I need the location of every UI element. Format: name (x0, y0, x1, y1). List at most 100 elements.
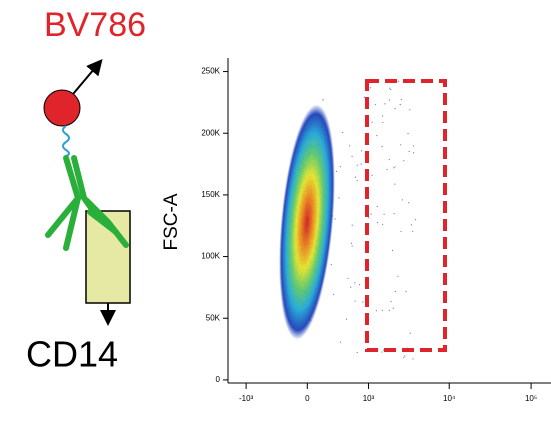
event-dot (330, 263, 332, 266)
event-dot (390, 300, 392, 303)
event-dot (413, 152, 415, 154)
event-dot (322, 99, 324, 101)
y-tick-label: 250K (201, 67, 220, 76)
event-dot (384, 103, 386, 105)
event-dot (354, 300, 356, 302)
event-dot (369, 87, 372, 89)
event-dot (356, 164, 358, 166)
antibody-schematic (43, 58, 131, 326)
event-dot (388, 99, 391, 101)
y-axis-label: FSC-A (161, 193, 182, 250)
event-dot (341, 131, 344, 134)
event-dot (381, 309, 384, 311)
event-dot (333, 293, 335, 295)
event-dot (397, 275, 399, 277)
event-dot (360, 163, 362, 165)
event-dot (371, 174, 373, 176)
event-dot (339, 166, 341, 168)
x-tick-label: 10³ (363, 394, 375, 403)
event-dot (403, 160, 405, 162)
event-dot (394, 166, 396, 168)
event-dot (356, 180, 358, 182)
y-tick-label: 0 (216, 375, 221, 384)
plot-area: 0 50K 100K 150K 200K 250K -10³ 0 10³ 10⁴ 10⁵ (201, 58, 551, 403)
density-core (279, 104, 335, 340)
event-dot (363, 96, 365, 98)
event-dot (377, 221, 379, 224)
y-tick-label: 150K (201, 190, 220, 199)
event-dot (386, 168, 388, 171)
x-tick-label: 10⁴ (443, 394, 456, 403)
event-dot (338, 197, 340, 199)
event-dot (393, 213, 395, 215)
event-dot (390, 88, 392, 91)
event-dot (408, 150, 410, 153)
event-dot (375, 310, 377, 312)
event-dot (389, 87, 391, 89)
event-dot (400, 230, 402, 233)
event-dot (405, 291, 407, 293)
event-dot (413, 145, 415, 147)
gate (365, 79, 447, 352)
event-dot (345, 318, 348, 320)
event-dot (351, 245, 353, 247)
event-dot (394, 290, 396, 293)
event-dot (412, 230, 414, 233)
event-dot (407, 132, 409, 135)
event-dot (381, 223, 384, 225)
event-dot (408, 202, 410, 204)
event-dot (347, 277, 349, 280)
event-dot (401, 199, 403, 201)
event-dot (381, 351, 383, 353)
event-dot (376, 205, 378, 208)
event-dot (374, 104, 376, 106)
event-dot (410, 224, 413, 226)
event-dot (388, 158, 390, 161)
event-dot (356, 351, 358, 354)
event-dot (403, 356, 405, 359)
event-dot (383, 213, 385, 215)
x-tick-label: 0 (305, 394, 310, 403)
event-dot (354, 282, 356, 284)
event-dot (351, 224, 353, 226)
event-dot (360, 150, 363, 152)
event-dot (399, 103, 401, 106)
fluorochrome-label: BV786 (44, 6, 146, 44)
event-dot (351, 155, 353, 158)
event-dot (335, 170, 337, 173)
event-dot (412, 358, 414, 360)
event-dot (349, 145, 351, 147)
event-dot (350, 242, 353, 244)
event-dot (392, 307, 394, 309)
event-dot (391, 249, 394, 252)
event-dot (354, 176, 357, 178)
marker-label: CD14 (26, 334, 118, 375)
event-dot (400, 144, 402, 146)
event-dot (371, 121, 373, 123)
event-dot (339, 341, 342, 343)
event-dot (414, 219, 417, 221)
event-dot (409, 332, 411, 334)
y-tick-label: 100K (201, 252, 220, 261)
x-tick-label: 10⁵ (525, 394, 537, 403)
event-dot (397, 80, 399, 83)
event-dot (409, 109, 411, 111)
event-dot (400, 98, 402, 101)
event-dot (370, 213, 372, 215)
event-dot (359, 284, 361, 286)
event-dot (376, 134, 378, 137)
event-dot (388, 309, 390, 311)
event-dot (362, 301, 364, 303)
event-dot (382, 121, 384, 124)
y-tick-label: 50K (206, 313, 221, 322)
y-tick-label: 200K (201, 128, 220, 137)
x-tick-label: -10³ (239, 394, 254, 403)
event-dot (334, 218, 336, 220)
event-dot (350, 286, 352, 288)
event-dot (394, 183, 396, 185)
event-dot (368, 217, 370, 219)
event-dot (381, 146, 383, 148)
event-dot (381, 115, 384, 117)
event-dot (404, 355, 406, 357)
